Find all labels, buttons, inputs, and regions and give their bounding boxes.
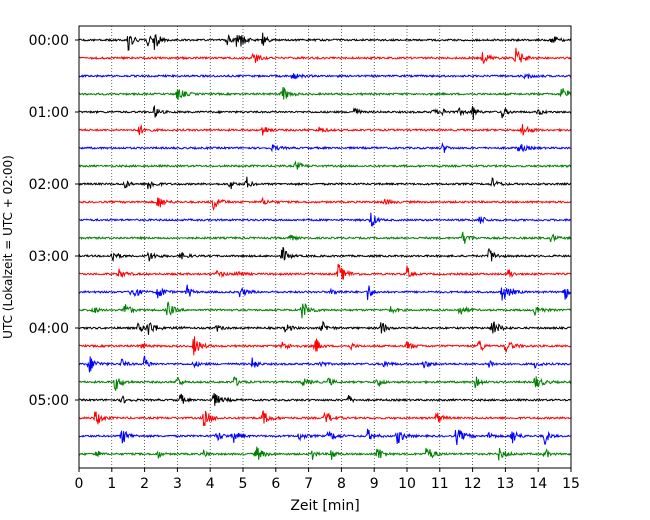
trace-row-04:00 (79, 320, 571, 335)
x-tick-label: 4 (206, 476, 215, 492)
trace-row-01:45 (79, 160, 571, 170)
trace-row-02:00 (79, 176, 571, 190)
trace-row-00:30 (79, 72, 571, 80)
x-tick-label: 12 (464, 476, 482, 492)
trace-row-05:15 (79, 410, 571, 427)
x-tick-label: 5 (239, 476, 248, 492)
y-tick-label: 00:00 (29, 33, 69, 49)
trace-row-05:45 (79, 446, 571, 461)
x-tick-label: 6 (271, 476, 280, 492)
y-tick-label: 01:00 (29, 105, 69, 121)
x-tick-label: 9 (370, 476, 379, 492)
trace-row-01:15 (79, 124, 571, 136)
trace-row-00:00 (79, 32, 571, 52)
trace-row-00:15 (79, 47, 571, 65)
trace-row-01:30 (79, 141, 571, 153)
trace-row-03:00 (79, 246, 571, 263)
trace-row-04:15 (79, 336, 571, 356)
y-axis-label: UTC (Lokalzeit = UTC + 02:00) (1, 155, 15, 339)
x-tick-label: 3 (173, 476, 182, 492)
x-tick-label: 1 (107, 476, 116, 492)
y-axis-ticks: 00:00 01:00 02:00 03:00 04:00 05:00 (29, 33, 79, 409)
trace-row-02:15 (79, 196, 571, 211)
x-tick-label: 8 (337, 476, 346, 492)
x-tick-label: 7 (304, 476, 313, 492)
x-tick-label: 13 (496, 476, 514, 492)
trace-row-04:30 (79, 355, 571, 373)
trace-row-01:00 (79, 104, 571, 120)
x-axis-ticks: 0 1 2 3 4 5 6 7 8 9 10 11 12 13 14 15 (75, 468, 580, 492)
trace-row-03:30 (79, 284, 571, 301)
x-tick-label: 11 (431, 476, 449, 492)
y-tick-label: 05:00 (29, 393, 69, 409)
trace-rows (79, 32, 571, 461)
trace-row-03:15 (79, 263, 571, 280)
trace-row-03:45 (79, 301, 571, 319)
trace-row-05:30 (79, 428, 571, 446)
trace-row-05:00 (79, 393, 571, 406)
x-axis-label: Zeit [min] (290, 498, 359, 514)
y-tick-label: 02:00 (29, 177, 69, 193)
x-tick-label: 15 (562, 476, 580, 492)
y-tick-label: 03:00 (29, 249, 69, 265)
x-tick-label: 14 (529, 476, 547, 492)
x-tick-label: 2 (140, 476, 149, 492)
trace-row-02:45 (79, 231, 571, 244)
x-tick-label: 10 (398, 476, 416, 492)
y-tick-label: 04:00 (29, 321, 69, 337)
trace-row-02:30 (79, 212, 571, 227)
plot-frame (78, 25, 572, 469)
trace-row-04:45 (79, 376, 571, 391)
x-tick-label: 0 (75, 476, 84, 492)
trace-row-00:45 (79, 86, 571, 100)
